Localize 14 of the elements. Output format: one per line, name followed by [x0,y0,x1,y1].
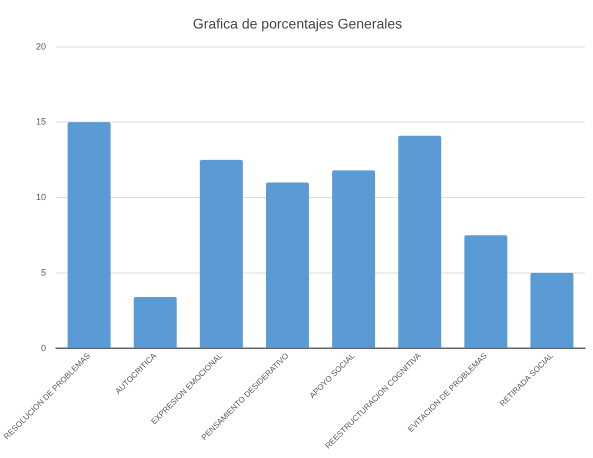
bar [398,136,442,348]
y-tick-label: 5 [41,267,46,278]
bar [530,272,574,348]
y-tick-label: 20 [36,41,46,52]
bar [68,122,111,348]
bar [200,160,243,348]
bar [266,182,309,348]
y-tick-label: 10 [36,192,46,202]
y-tick-label: 15 [36,116,46,127]
bar [464,235,508,348]
y-tick-label: 0 [41,342,46,353]
bar [332,170,376,348]
bar [134,297,177,348]
chart-title: Grafica de porcentajes Generales [192,15,402,32]
